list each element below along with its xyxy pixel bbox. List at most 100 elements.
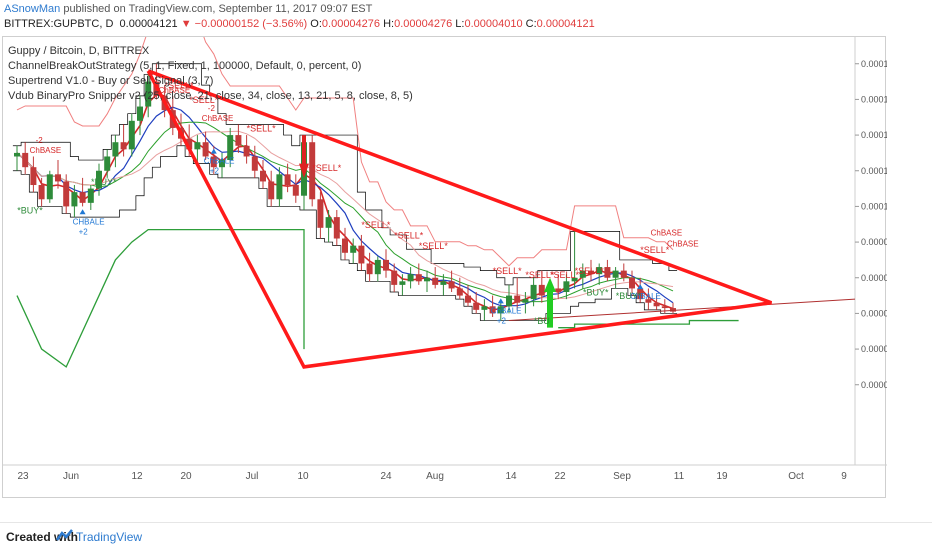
legend-supertrend[interactable]: Supertrend V1.0 - Buy or Sell Signal (3,… [8, 75, 214, 87]
legend-channel-breakout[interactable]: ChannelBreakOutStrategy (5, 1, Fixed, 1,… [8, 60, 362, 72]
candle-body [22, 152, 29, 168]
price-tick-label: 0.00002000 [861, 344, 887, 354]
ohlc-c-label: C: [525, 18, 537, 30]
candle-body [350, 245, 357, 253]
chbase-sell-sub: ChBASE [202, 114, 234, 123]
sell-signal-label: *SELL* [312, 163, 342, 173]
ohlc-high: 0.00004276 [394, 18, 453, 30]
candle-body [497, 306, 504, 314]
time-tick-label: 14 [505, 471, 517, 482]
tradingview-logo-icon[interactable] [56, 528, 74, 542]
time-tick-label: Aug [426, 471, 444, 482]
candle-body [383, 259, 389, 271]
candle-body [202, 142, 209, 157]
candle-body [579, 270, 586, 278]
tradingview-link[interactable]: TradingView [76, 530, 143, 544]
candle-body [538, 284, 545, 296]
created-with-label: Created with [6, 530, 79, 544]
symbol-label: BITTREX:GUPBTC, D [4, 18, 114, 30]
candle-body [251, 156, 258, 171]
legend-vdub[interactable]: Vdub BinaryPro Snipper v2 (25, close, 21… [8, 90, 413, 102]
ohlc-l-label: L: [455, 18, 465, 30]
chbase-buy-label: ChBALE [204, 157, 235, 166]
candle-body [620, 270, 627, 278]
price-tick-label: 0.00010000 [861, 201, 887, 211]
candle-body [366, 263, 373, 275]
sell-signal-label: *SELL* [575, 266, 605, 276]
sell-signal-label: *SELL* [493, 266, 523, 276]
sell-signal-label: *SELL* [550, 270, 580, 280]
price-tick-label: 0.00014000 [861, 130, 887, 140]
buy-arrow-icon [544, 277, 556, 328]
chbase-sell-label: ChBASE [667, 239, 699, 248]
time-tick-label: 19 [716, 471, 728, 482]
candle-body [465, 295, 471, 303]
candle-body [276, 174, 283, 200]
candlestick-chart[interactable]: 0.00018000 0.00016000 0.00014000 0.00012000… [3, 37, 887, 499]
buy-signal-label: *BUY* [616, 291, 642, 301]
price-tick-label: 0.00016000 [861, 94, 887, 104]
supertrend-green-right-line [558, 319, 739, 329]
sell-signal-label: *SELL* [189, 95, 219, 105]
ohlc-o-label: O: [310, 18, 322, 30]
candle-body [284, 174, 291, 186]
up-arrow-icon [210, 148, 217, 154]
author-link[interactable]: ASnowMan [4, 3, 61, 15]
sell-signal-label: *SELL* [165, 81, 195, 91]
candle-body [112, 142, 119, 157]
time-tick-label: 11 [674, 471, 685, 482]
candle-body [612, 270, 619, 278]
candle-body [637, 288, 644, 300]
time-tick-label: 9 [841, 471, 847, 482]
indicator-legend: Guppy / Bitcoin, D, BITTREX ChannelBreak… [8, 44, 413, 104]
candle-body [555, 288, 562, 293]
chbase-buy-count: +2 [210, 167, 220, 176]
time-tick-label: 10 [297, 471, 309, 482]
time-tick-label: 20 [180, 471, 192, 482]
candle-body [448, 281, 455, 289]
candle-body [415, 274, 422, 282]
candle-body [325, 217, 332, 228]
publish-text: published on TradingView.com, September … [60, 3, 373, 15]
legend-symbol[interactable]: Guppy / Bitcoin, D, BITTREX [8, 45, 150, 57]
candle-body [55, 174, 61, 182]
candle-body [661, 306, 668, 309]
candle-body [14, 152, 20, 157]
chart-area[interactable]: 0.00018000 0.00016000 0.00014000 0.00012000… [2, 36, 887, 499]
buy-signal-label: *BUY* [583, 288, 609, 298]
candle-body [358, 245, 365, 264]
time-tick-label: Oct [788, 471, 804, 482]
candle-body [481, 306, 488, 310]
candle-body [30, 167, 37, 186]
sell-signal-label: *SELL* [394, 231, 424, 241]
last-price: 0.00004121 [119, 18, 178, 30]
candle-body [645, 299, 652, 303]
down-arrow-icon: ▼ [180, 18, 192, 30]
triangle-pattern [146, 69, 773, 369]
candle-body [670, 308, 676, 312]
candle-body [407, 274, 414, 282]
chbase-sell-label: -2 [208, 104, 216, 113]
candle-body [432, 277, 439, 285]
up-arrow-icon [637, 284, 644, 290]
candle-body [260, 170, 266, 182]
price-tick-label: 0.00008000 [861, 237, 887, 247]
candle-body [342, 238, 348, 253]
time-tick-label: Jul [246, 471, 259, 482]
candle-body [79, 192, 86, 203]
time-tick-label: 24 [380, 471, 392, 482]
time-tick-label: Jun [63, 471, 79, 482]
channel-upper-line [12, 63, 678, 286]
ma-band-line [16, 130, 674, 300]
candle-body [120, 142, 127, 150]
ohlc-open: 0.00004276 [321, 18, 381, 30]
time-tick-label: 23 [17, 471, 29, 482]
ohlc-line: BITTREX:GUPBTC, D 0.00004121 ▼ −0.000001… [4, 18, 595, 30]
candle-body [604, 267, 611, 278]
chbase-buy-label: ChBALE [491, 306, 522, 315]
price-tick-label: 0.00004000 [861, 308, 887, 318]
footer: Created with TradingView [0, 522, 932, 550]
candle-body [374, 259, 381, 275]
candle-body [268, 181, 275, 200]
candle-body [309, 142, 316, 200]
